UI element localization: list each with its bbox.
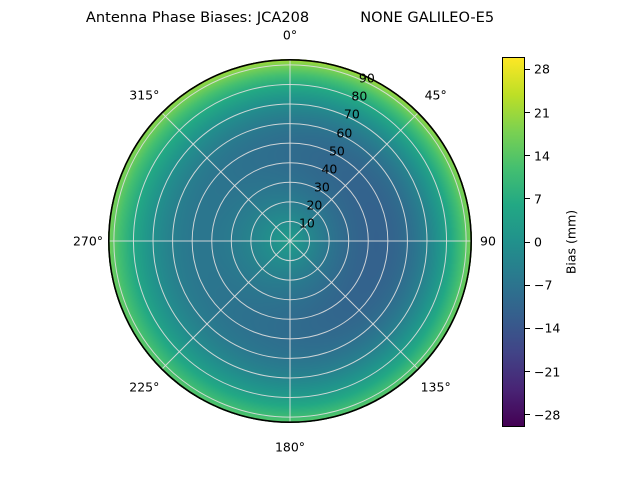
theta-tick-label: 0° (282, 27, 298, 43)
figure-title: Antenna Phase Biases: JCA208 NONE GALILE… (85, 9, 495, 26)
theta-tick-label: 180° (274, 439, 306, 455)
colorbar-tick-label: −7 (534, 277, 553, 293)
colorbar-tick (525, 371, 530, 372)
colorbar (502, 57, 525, 427)
colorbar-tick (525, 68, 530, 70)
theta-tick-label: 45° (424, 87, 447, 103)
colorbar-tick-label: −28 (534, 407, 561, 423)
polar-plot: 10 20 30 40 50 60 70 80 90 (108, 59, 472, 423)
r-tick-label: 90 (358, 70, 375, 86)
colorbar-tick-label: 7 (534, 191, 542, 207)
r-tick-label: 30 (313, 179, 330, 195)
colorbar-tick-label: −21 (534, 364, 561, 379)
r-tick-label: 10 (298, 215, 315, 231)
colorbar-tick (525, 155, 530, 157)
theta-tick-label: 90 (480, 233, 496, 249)
colorbar-tick (525, 327, 530, 329)
colorbar-tick (525, 198, 530, 200)
theta-gridline (289, 112, 419, 242)
colorbar-tick-label: −14 (534, 320, 561, 336)
colorbar-tick (525, 112, 530, 113)
theta-tick-label: 135° (420, 379, 451, 395)
colorbar-tick-label: 28 (534, 61, 550, 77)
colorbar-tick (525, 414, 530, 416)
colorbar-tick-label: 21 (534, 105, 550, 120)
theta-gridline (289, 240, 419, 370)
theta-gridline (161, 240, 291, 370)
r-tick-label: 70 (343, 106, 360, 122)
colorbar-tick (525, 284, 530, 286)
polar-spine (108, 59, 472, 423)
theta-tick-label: 315° (129, 87, 160, 103)
r-tick-label: 40 (321, 161, 338, 177)
r-tick-label: 50 (328, 143, 345, 159)
colorbar-tick-label: 0 (534, 234, 542, 250)
theta-tick-label: 270° (72, 233, 104, 249)
r-tick-label: 20 (306, 197, 323, 213)
colorbar-label: Bias (mm) (563, 209, 579, 275)
colorbar-tick-label: 14 (534, 148, 550, 164)
r-tick-label: 80 (351, 88, 368, 104)
theta-gridline (161, 112, 291, 242)
colorbar-tick (525, 241, 530, 243)
theta-tick-label: 225° (129, 379, 160, 395)
r-tick-label: 60 (336, 125, 353, 141)
polar-grid (108, 59, 472, 423)
